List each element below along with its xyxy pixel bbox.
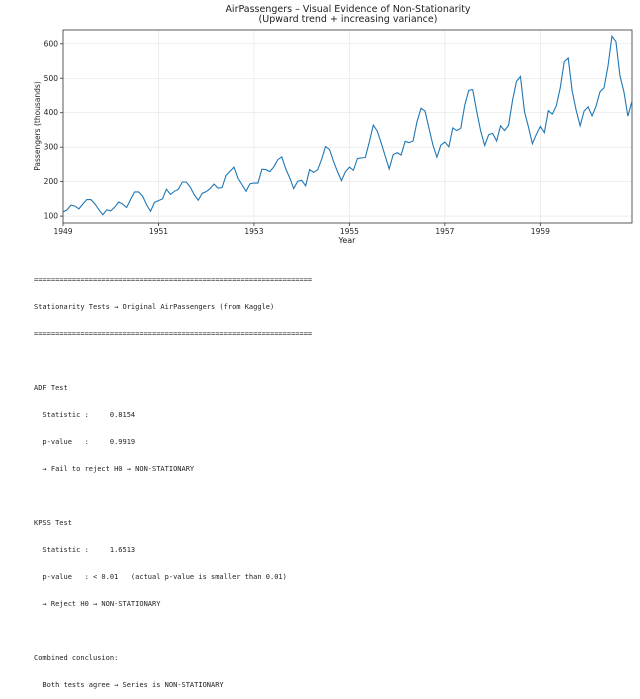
x-axis-label: Year [338,236,357,245]
plot-area [62,29,633,224]
passengers-series-line [62,34,633,216]
console-header: Stationarity Tests → Original AirPasseng… [34,303,275,311]
y-tick-label: 600 [44,39,59,48]
kpss-result: → Reject H0 → NON-STATIONARY [34,600,161,608]
y-tick-label: 200 [44,177,59,186]
console-separator: ========================================… [34,276,313,284]
kpss-statistic: Statistic : 1.6513 [34,546,136,554]
chart-subtitle: (Upward trend + increasing variance) [259,14,438,25]
x-axis-ticks: 1949 1951 1953 1955 1957 1959 [53,223,550,236]
grid-lines [62,30,632,223]
chart-title: AirPassengers – Visual Evidence of Non-S… [225,4,470,15]
x-tick-label: 1949 [53,227,72,236]
x-tick-label: 1959 [531,227,550,236]
y-axis-label: Passengers (thousands) [33,81,42,171]
y-tick-label: 100 [44,212,59,221]
console-separator: ========================================… [34,330,313,338]
console-output: ========================================… [34,258,312,699]
x-tick-label: 1957 [435,227,454,236]
x-tick-label: 1953 [244,227,263,236]
y-axis-ticks: 100 200 300 400 500 600 [44,39,63,221]
air-passengers-chart: AirPassengers – Visual Evidence of Non-S… [33,4,633,245]
kpss-pvalue: p-value : < 0.01 (actual p-value is smal… [34,573,287,581]
combined-result: Both tests agree → Series is NON-STATION… [34,681,224,689]
adf-result: → Fail to reject H0 → NON-STATIONARY [34,465,195,473]
adf-title: ADF Test [34,384,68,392]
kpss-title: KPSS Test [34,519,72,527]
combined-title: Combined conclusion: [34,654,119,662]
x-tick-label: 1955 [340,227,359,236]
y-tick-label: 500 [44,74,59,83]
y-tick-label: 300 [44,143,59,152]
adf-statistic: Statistic : 0.8154 [34,411,136,419]
y-tick-label: 400 [44,108,59,117]
x-tick-label: 1951 [149,227,168,236]
adf-pvalue: p-value : 0.9919 [34,438,136,446]
